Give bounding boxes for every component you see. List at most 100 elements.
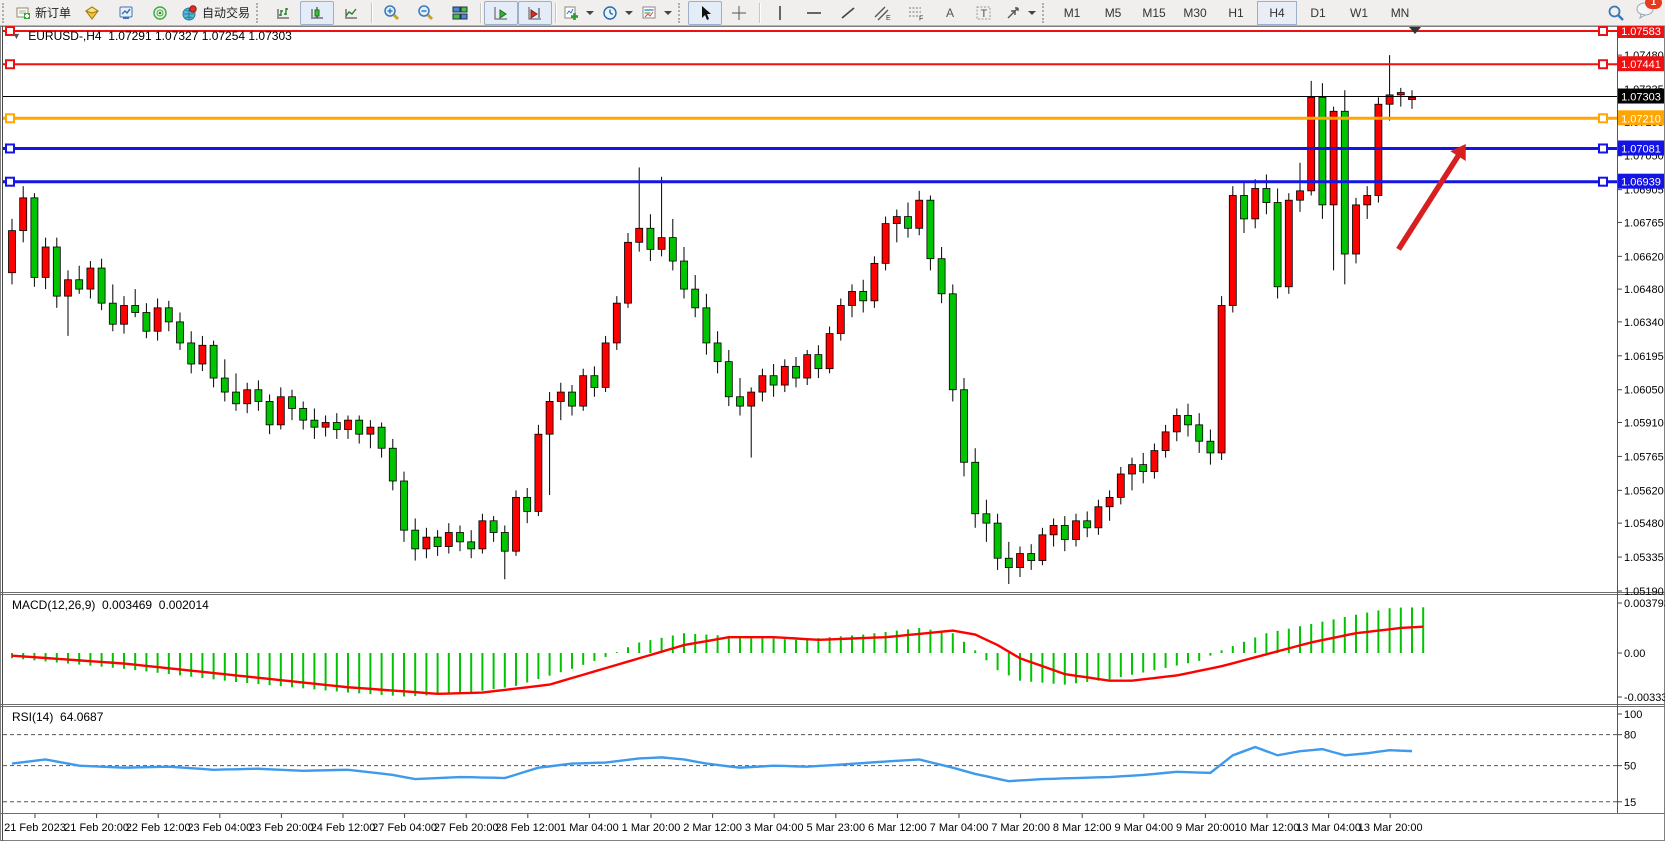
candle xyxy=(299,401,308,430)
toolbar-grip[interactable] xyxy=(256,2,264,23)
chart-shift-button[interactable] xyxy=(518,0,553,25)
timeframe-button-H4[interactable]: H4 xyxy=(1257,0,1298,25)
chart-menu-icon[interactable]: ▼ xyxy=(12,31,21,41)
candle xyxy=(568,385,576,416)
trend-arrow-annotation[interactable] xyxy=(1396,150,1463,251)
text-icon: A xyxy=(946,6,954,20)
macd-main-value: 0.003469 xyxy=(102,598,153,612)
timeframe-button-M30[interactable]: M30 xyxy=(1183,5,1207,20)
cursor-button[interactable] xyxy=(688,0,723,25)
candle xyxy=(288,389,296,421)
trendline-button[interactable] xyxy=(831,1,865,25)
line-handle[interactable] xyxy=(5,113,15,124)
toolbar-grip[interactable] xyxy=(678,2,686,23)
candle xyxy=(75,265,84,294)
line-chart-button[interactable] xyxy=(334,1,368,25)
dropdown-caret xyxy=(664,10,673,15)
candle xyxy=(276,387,285,430)
candle xyxy=(780,359,789,393)
crosshair-button[interactable] xyxy=(722,1,756,25)
candle xyxy=(366,420,375,449)
time-axis-label: 9 Mar 04:00 xyxy=(1114,822,1173,834)
candle xyxy=(1307,80,1316,196)
templates-button[interactable] xyxy=(637,1,676,25)
zoom-out-button[interactable] xyxy=(409,1,443,25)
candle xyxy=(1228,186,1237,313)
candle xyxy=(601,335,610,393)
price-badge-label: 1.07210 xyxy=(1621,113,1661,125)
time-axis-label: 21 Feb 20:00 xyxy=(64,822,129,834)
toolbar-grip[interactable] xyxy=(2,2,10,23)
candlestick-chart-button[interactable] xyxy=(300,0,335,25)
candle xyxy=(1172,408,1181,442)
svg-text:E: E xyxy=(886,15,891,21)
line-handle[interactable] xyxy=(1598,113,1608,124)
line-handle[interactable] xyxy=(1598,143,1608,154)
candle xyxy=(523,488,532,524)
timeframe-button-H1[interactable]: H1 xyxy=(1228,5,1244,20)
notifications-button[interactable]: 1 xyxy=(1635,0,1662,24)
chart-canvas[interactable]: 1.074801.073351.071951.070501.069051.067… xyxy=(0,23,1665,841)
periods-button[interactable] xyxy=(598,1,637,25)
timeframe-button-W1[interactable]: W1 xyxy=(1350,5,1369,20)
indicators-button[interactable] xyxy=(559,1,598,25)
auto-trading-icon xyxy=(182,4,197,20)
price-badge-label: 1.07583 xyxy=(1621,26,1661,38)
fibonacci-icon: F xyxy=(909,7,923,21)
chart-area[interactable]: 1.074801.073351.071951.070501.069051.067… xyxy=(0,23,1665,841)
chart-shift-marker[interactable] xyxy=(1409,27,1421,34)
price-tick-label: 1.05335 xyxy=(1624,552,1664,564)
macd-indicator-name: MACD(12,26,9) xyxy=(12,598,96,612)
candle xyxy=(1027,544,1036,570)
line-handle[interactable] xyxy=(5,59,15,70)
toolbar-grip[interactable] xyxy=(1042,2,1050,23)
auto-trading-button[interactable]: 自动交易 xyxy=(177,1,254,25)
dropdown-caret xyxy=(586,10,595,15)
candle xyxy=(1094,499,1103,535)
candle xyxy=(1184,403,1192,437)
candle xyxy=(1038,527,1047,566)
time-axis-label: 9 Mar 20:00 xyxy=(1176,822,1235,834)
svg-text:A: A xyxy=(946,6,954,20)
time-axis-label: 13 Mar 04:00 xyxy=(1296,822,1361,834)
chart-title: ▼ EURUSD-,H4 1.07291 1.07327 1.07254 1.0… xyxy=(12,29,292,43)
candle xyxy=(836,298,845,341)
tile-windows-button[interactable] xyxy=(443,1,477,25)
candle xyxy=(1105,490,1114,521)
rsi-indicator-name: RSI(14) xyxy=(12,710,54,724)
time-axis-label: 7 Mar 04:00 xyxy=(930,822,989,834)
fibonacci-button[interactable]: F xyxy=(899,1,933,25)
new-order-button[interactable]: 新订单 xyxy=(12,1,75,25)
market-watch-button[interactable] xyxy=(109,1,143,25)
timeframe-button-M5[interactable]: M5 xyxy=(1104,5,1122,20)
timeframe-button-D1[interactable]: D1 xyxy=(1310,5,1326,20)
auto-scroll-button[interactable] xyxy=(484,0,519,25)
metaeditor-button[interactable] xyxy=(75,1,109,25)
line-handle[interactable] xyxy=(1598,176,1608,187)
line-handle[interactable] xyxy=(1598,26,1608,36)
candle xyxy=(41,237,50,290)
candle xyxy=(724,349,733,407)
bar-chart-button[interactable] xyxy=(266,1,300,25)
search-icon[interactable] xyxy=(1607,4,1625,22)
line-handle[interactable] xyxy=(5,176,15,187)
trend-arrow-head[interactable] xyxy=(1450,144,1466,162)
text-label-button[interactable]: T xyxy=(967,1,1001,25)
line-handle[interactable] xyxy=(1598,59,1608,70)
timeframe-button-MN[interactable]: MN xyxy=(1390,5,1410,20)
vertical-line-button[interactable] xyxy=(763,1,797,25)
candle xyxy=(937,246,946,304)
arrows-button[interactable] xyxy=(1001,1,1040,25)
timeframe-button-M15[interactable]: M15 xyxy=(1142,5,1166,20)
horizontal-line-button[interactable] xyxy=(797,1,831,25)
time-axis-label: 21 Feb 2023 xyxy=(4,822,66,834)
line-handle[interactable] xyxy=(5,143,15,154)
signals-button[interactable] xyxy=(143,1,177,25)
macd-signal-value: 0.002014 xyxy=(158,598,209,612)
timeframe-button-M1[interactable]: M1 xyxy=(1063,5,1081,20)
text-button[interactable]: A xyxy=(933,1,967,25)
line-handle[interactable] xyxy=(5,26,15,36)
zoom-in-button[interactable] xyxy=(375,1,409,25)
equidistant-channel-button[interactable]: E xyxy=(865,1,899,25)
